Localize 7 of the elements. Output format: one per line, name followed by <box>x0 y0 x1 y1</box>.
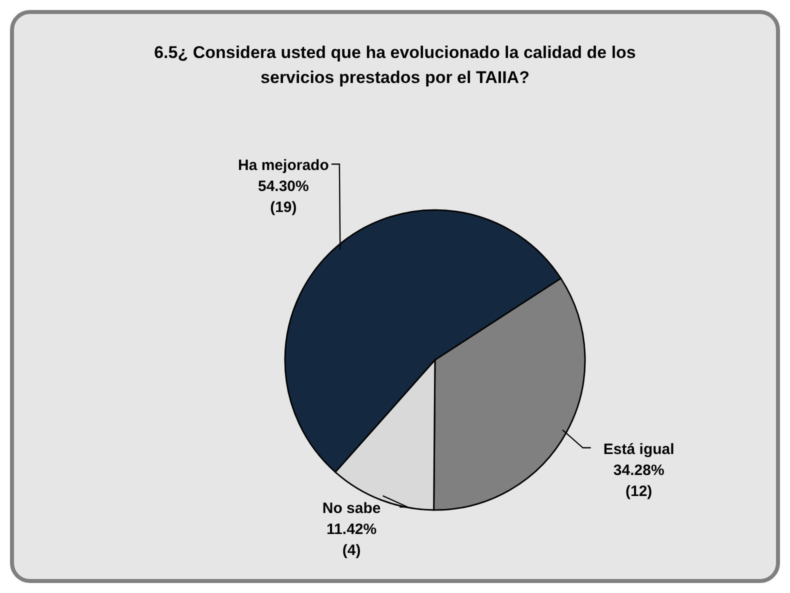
legend-label: No sabe <box>322 500 381 517</box>
data-label: 34.28% (12) <box>613 462 664 500</box>
slice-label: Está igual <box>603 440 674 458</box>
chart-title: 6.5¿ Considera usted que ha evolucionado la calidad de los servicios prestados por el TAIIA? <box>154 43 636 87</box>
data-label: 11.42% (4) <box>326 521 377 559</box>
slice-label: Ha mejorado <box>238 157 329 174</box>
data-label: 54.30% (19) <box>258 178 309 216</box>
